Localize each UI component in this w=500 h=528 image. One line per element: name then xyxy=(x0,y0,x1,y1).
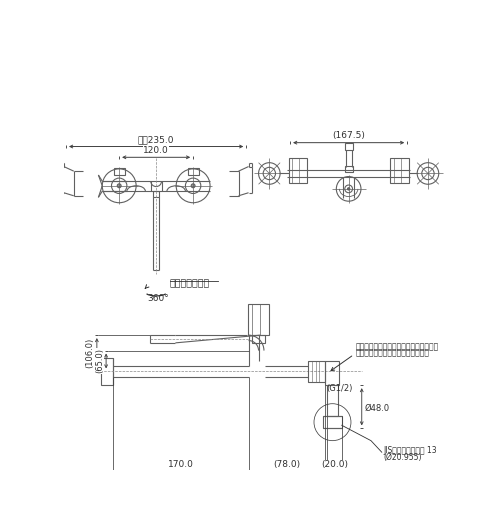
Text: (106.0): (106.0) xyxy=(86,338,94,369)
Bar xyxy=(345,166,352,172)
Circle shape xyxy=(191,184,195,188)
Text: Ø48.0: Ø48.0 xyxy=(364,404,389,413)
Text: 最大235.0: 最大235.0 xyxy=(138,135,174,144)
Bar xyxy=(390,158,408,183)
Text: 360°: 360° xyxy=(147,294,169,303)
Text: 120.0: 120.0 xyxy=(144,146,169,155)
Text: 170.0: 170.0 xyxy=(168,460,194,469)
Bar xyxy=(248,304,270,335)
Text: (65.0): (65.0) xyxy=(95,348,104,373)
Bar xyxy=(102,357,113,385)
Bar xyxy=(325,361,338,385)
Text: (78.0): (78.0) xyxy=(273,460,300,469)
Bar xyxy=(188,168,198,175)
Bar xyxy=(153,191,159,197)
Bar xyxy=(345,143,352,150)
Text: (167.5): (167.5) xyxy=(332,131,365,140)
Bar xyxy=(323,416,342,428)
Text: (G1/2): (G1/2) xyxy=(326,384,352,393)
Circle shape xyxy=(118,184,121,188)
Text: 60: 60 xyxy=(364,401,373,412)
Text: (Ø20.955): (Ø20.955) xyxy=(384,453,422,462)
Bar xyxy=(252,335,264,343)
Text: JIS給水栓車付ねじ 13: JIS給水栓車付ねじ 13 xyxy=(384,446,437,455)
Bar xyxy=(114,168,124,175)
Text: この部分にシャワセットを取付けます。: この部分にシャワセットを取付けます。 xyxy=(356,342,439,351)
Text: （シャワセットは添付図面参照。）: （シャワセットは添付図面参照。） xyxy=(356,348,430,357)
Bar xyxy=(308,361,325,382)
Bar xyxy=(327,385,338,416)
Text: (20.0): (20.0) xyxy=(321,460,348,469)
Circle shape xyxy=(348,188,350,190)
Bar xyxy=(288,158,307,183)
Text: 吐水口回転角度: 吐水口回転角度 xyxy=(170,280,210,289)
